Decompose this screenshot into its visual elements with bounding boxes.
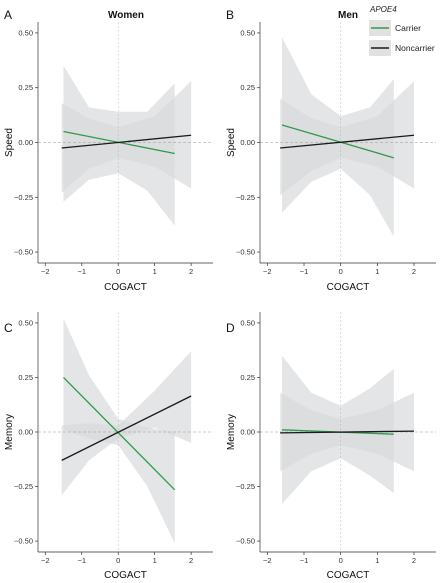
- y-tick-label: −0.50: [236, 248, 255, 257]
- y-axis-label: Memory: [4, 414, 15, 450]
- ci-ribbon-noncarrier: [61, 351, 192, 496]
- x-tick-label: −2: [263, 267, 272, 276]
- legend: APOE4 Carrier Noncarrier: [369, 5, 435, 56]
- ci-ribbon-noncarrier: [61, 81, 192, 193]
- x-tick-label: −2: [41, 556, 50, 565]
- y-tick-label: −0.25: [236, 482, 255, 491]
- y-axis-label: Speed: [4, 128, 15, 157]
- fit-line-noncarrier: [280, 430, 415, 434]
- y-tick-label: 0.25: [240, 373, 255, 382]
- y-tick-label: 0.25: [18, 373, 33, 382]
- y-tick-label: 0.00: [18, 138, 33, 147]
- legend-label-carrier: Carrier: [395, 23, 421, 33]
- x-axis-label: COGACT: [327, 570, 370, 581]
- x-tick-label: 2: [189, 556, 193, 565]
- panel-A: A Women −0.50 −0.25 0.00 0.25 0.50 −2 −1 0 1 2 COGAC…: [4, 8, 213, 293]
- y-tick-label: −0.50: [14, 537, 33, 546]
- y-tick-label: −0.25: [14, 193, 33, 202]
- x-tick-label: 2: [412, 267, 416, 276]
- panel-letter: A: [4, 8, 12, 22]
- fit-line-noncarrier: [61, 134, 192, 149]
- panel-B: B Men −0.50 −0.25 0.00 0.25 0.50 −2 −1 0 1 2 COGACT S…: [226, 8, 436, 293]
- legend-title: APOE4: [369, 5, 397, 14]
- x-tick-label: 0: [116, 267, 120, 276]
- x-tick-label: 1: [153, 556, 157, 565]
- panel-letter: D: [226, 321, 235, 335]
- y-tick-label: 0.00: [240, 428, 255, 437]
- y-tick-label: −0.50: [236, 537, 255, 546]
- y-tick-label: 0.50: [18, 318, 33, 327]
- y-tick-label: −0.50: [14, 248, 33, 257]
- fit-line-noncarrier: [61, 395, 192, 461]
- y-tick-label: 0.00: [240, 138, 255, 147]
- facet-title: Women: [108, 10, 144, 21]
- x-tick-label: −1: [300, 267, 309, 276]
- legend-label-noncarrier: Noncarrier: [395, 43, 435, 53]
- panel-D: D −0.50 −0.25 0.00 0.25 0.50 −2 −1 0 1 2 COGACT Memo…: [226, 312, 436, 581]
- x-tick-label: −1: [300, 556, 309, 565]
- y-tick-label: −0.25: [14, 482, 33, 491]
- y-tick-label: −0.25: [236, 193, 255, 202]
- y-tick-label: 0.00: [18, 428, 33, 437]
- x-axis-label: COGACT: [327, 282, 370, 293]
- x-tick-label: 2: [189, 267, 193, 276]
- x-tick-label: −2: [41, 267, 50, 276]
- x-tick-label: 0: [339, 267, 343, 276]
- y-tick-label: 0.25: [240, 83, 255, 92]
- x-tick-label: 2: [412, 556, 416, 565]
- fit-line-carrier: [63, 376, 176, 491]
- ci-ribbon-noncarrier: [280, 81, 414, 196]
- facet-title: Men: [338, 10, 358, 21]
- panel-C: C −0.50 −0.25 0.00 0.25 0.50 −2 −1 0 1 2 COGACT Memo…: [4, 312, 213, 581]
- fit-line-carrier: [281, 124, 395, 159]
- x-tick-label: 1: [153, 267, 157, 276]
- fit-line-noncarrier: [280, 134, 415, 149]
- x-tick-label: 0: [339, 556, 343, 565]
- y-axis-label: Speed: [226, 128, 237, 157]
- x-tick-label: −1: [77, 267, 86, 276]
- x-axis-label: COGACT: [104, 570, 147, 581]
- y-tick-label: 0.50: [240, 28, 255, 37]
- x-tick-label: −2: [263, 556, 272, 565]
- panel-letter: C: [4, 321, 13, 335]
- y-tick-label: 0.25: [18, 83, 33, 92]
- panel-letter: B: [226, 8, 234, 22]
- x-tick-label: 1: [375, 556, 379, 565]
- x-tick-label: 0: [116, 556, 120, 565]
- y-tick-label: 0.50: [240, 318, 255, 327]
- x-tick-label: −1: [77, 556, 86, 565]
- x-axis-label: COGACT: [104, 282, 147, 293]
- x-tick-label: 1: [375, 267, 379, 276]
- y-axis-label: Memory: [226, 414, 237, 450]
- y-tick-label: 0.50: [18, 28, 33, 37]
